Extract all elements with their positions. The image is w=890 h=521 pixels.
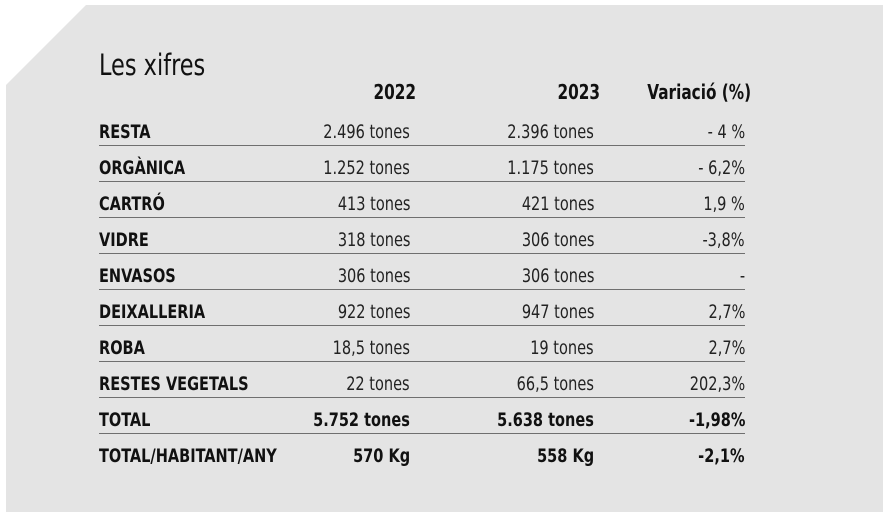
row-label: ORGÀNICA	[99, 157, 186, 179]
row-label: ENVASOS	[99, 265, 176, 287]
value-2022: 413 tones	[337, 193, 410, 215]
value-variation: -3,8%	[702, 229, 745, 251]
table-row: ENVASOS 306 tones 306 tones -	[99, 261, 745, 290]
row-label: CARTRÓ	[99, 193, 165, 215]
table-row: CARTRÓ 413 tones 421 tones 1,9 %	[99, 189, 745, 218]
value-variation: - 4 %	[707, 121, 745, 143]
table-row: VIDRE 318 tones 306 tones -3,8%	[99, 225, 745, 254]
value-2023: 558 Kg	[536, 445, 594, 467]
value-2023: 947 tones	[521, 301, 594, 323]
row-label: RESTA	[99, 121, 151, 143]
value-2022: 318 tones	[337, 229, 410, 251]
value-2022: 2.496 tones	[323, 121, 410, 143]
value-2022: 570 Kg	[352, 445, 410, 467]
total-row: TOTAL 5.752 tones 5.638 tones -1,98%	[99, 405, 745, 434]
table-row: DEIXALLERIA 922 tones 947 tones 2,7%	[99, 297, 745, 326]
value-variation: 2,7%	[708, 301, 745, 323]
value-variation: -	[739, 265, 745, 287]
value-2023: 66,5 tones	[516, 373, 594, 395]
value-2023: 306 tones	[521, 229, 594, 251]
table-row: RESTES VEGETALS 22 tones 66,5 tones 202,…	[99, 369, 745, 398]
value-2023: 421 tones	[521, 193, 594, 215]
value-variation: 2,7%	[708, 337, 745, 359]
value-2022: 306 tones	[337, 265, 410, 287]
table-row: ORGÀNICA 1.252 tones 1.175 tones - 6,2%	[99, 153, 745, 182]
value-variation: 1,9 %	[703, 193, 745, 215]
page-corner-fold	[6, 5, 86, 85]
value-2022: 5.752 tones	[313, 409, 410, 431]
figures-panel	[6, 5, 883, 512]
header-2022: 2022	[373, 80, 416, 104]
row-label: VIDRE	[99, 229, 149, 251]
header-2023: 2023	[557, 80, 600, 104]
table-row: RESTA 2.496 tones 2.396 tones - 4 %	[99, 117, 745, 146]
row-label: TOTAL	[99, 409, 151, 431]
row-label: ROBA	[99, 337, 145, 359]
value-2022: 922 tones	[337, 301, 410, 323]
value-2022: 1.252 tones	[323, 157, 410, 179]
row-label: RESTES VEGETALS	[99, 373, 249, 395]
table-title: Les xifres	[99, 48, 206, 82]
value-2023: 5.638 tones	[497, 409, 594, 431]
row-label: TOTAL/HABITANT/ANY	[99, 445, 277, 467]
per-inhabitant-row: TOTAL/HABITANT/ANY 570 Kg 558 Kg -2,1%	[99, 441, 745, 469]
value-2023: 19 tones	[530, 337, 594, 359]
row-label: DEIXALLERIA	[99, 301, 206, 323]
value-variation: -2,1%	[698, 445, 745, 467]
value-2022: 18,5 tones	[332, 337, 410, 359]
value-2023: 1.175 tones	[507, 157, 594, 179]
header-variation: Variació (%)	[647, 80, 751, 104]
value-variation: 202,3%	[689, 373, 745, 395]
value-2023: 2.396 tones	[507, 121, 594, 143]
value-variation: - 6,2%	[698, 157, 745, 179]
value-2022: 22 tones	[346, 373, 410, 395]
value-variation: -1,98%	[688, 409, 745, 431]
value-2023: 306 tones	[521, 265, 594, 287]
table-row: ROBA 18,5 tones 19 tones 2,7%	[99, 333, 745, 362]
